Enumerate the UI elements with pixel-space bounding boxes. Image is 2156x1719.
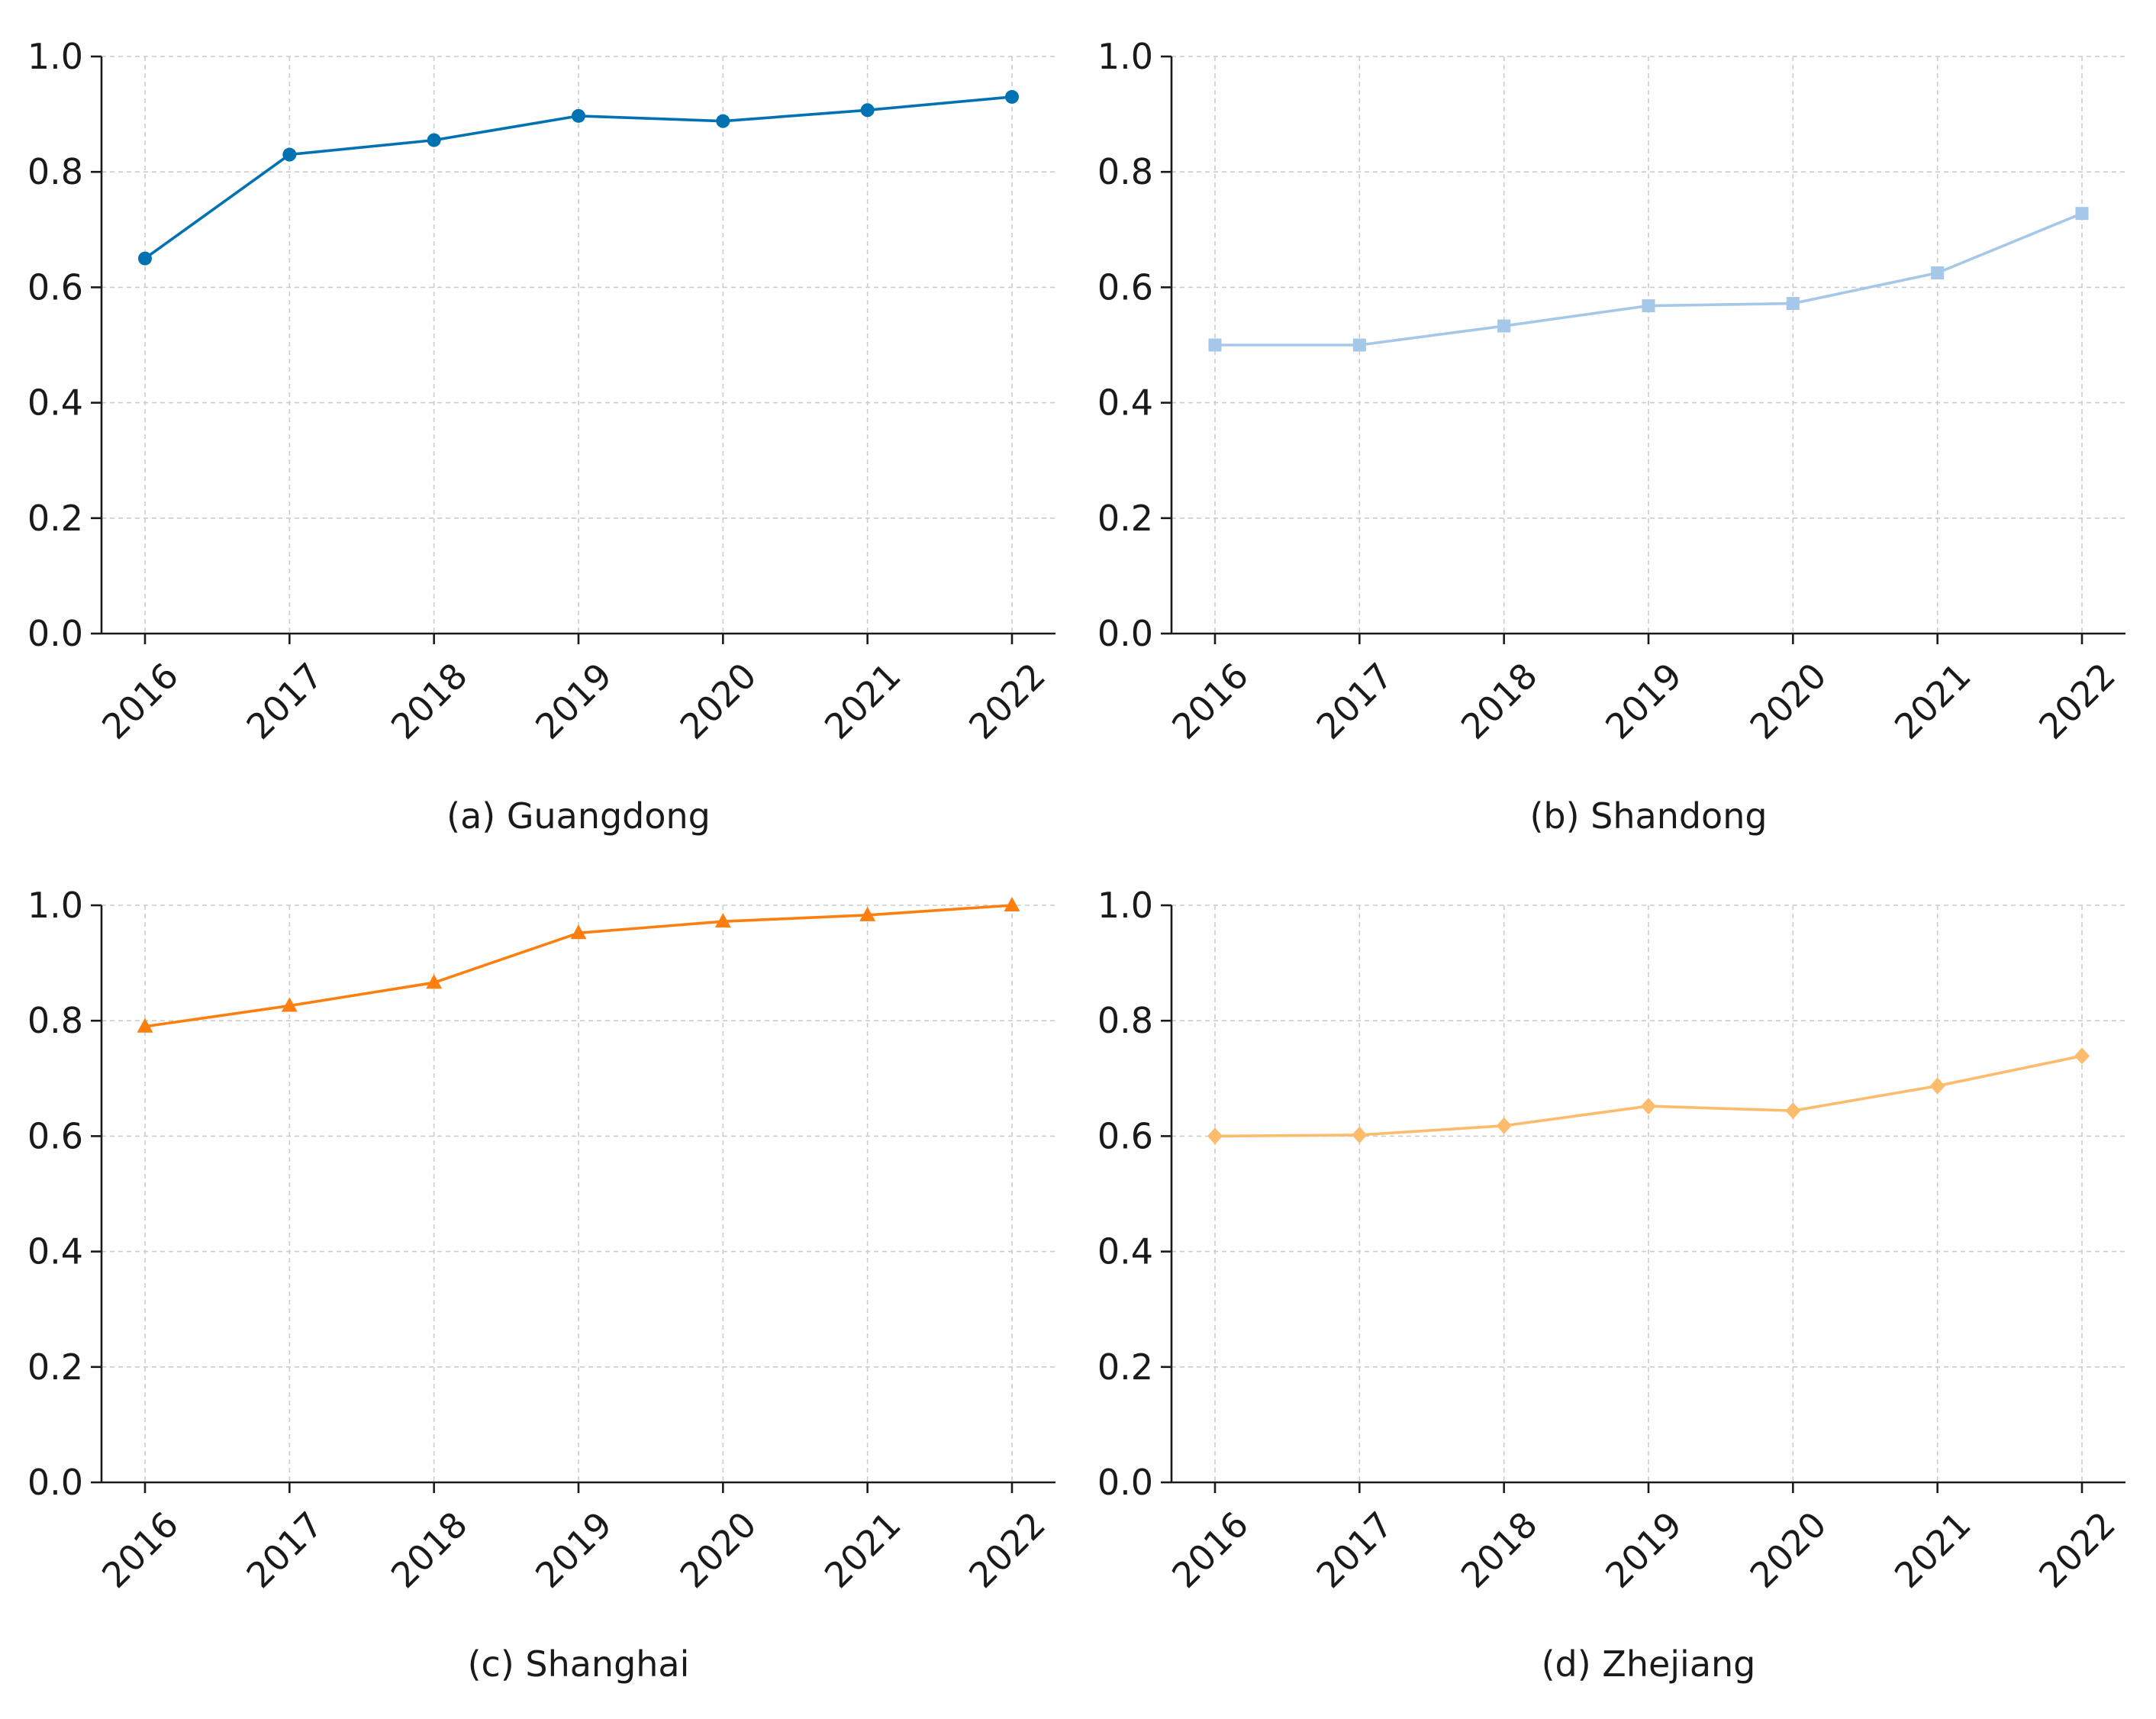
y-tick-label: 0.4 (1097, 382, 1153, 424)
data-point (1352, 1126, 1368, 1143)
data-point (716, 114, 730, 128)
x-tick-label: 2016 (94, 1504, 186, 1596)
y-tick-label: 0.2 (1097, 1346, 1153, 1388)
data-point (2075, 207, 2089, 221)
data-point (714, 913, 731, 928)
x-tick-label: 2016 (1164, 655, 1256, 747)
y-tick-label: 0.4 (27, 382, 83, 424)
x-tick-label: 2021 (1887, 655, 1979, 747)
data-point (1785, 1102, 1801, 1120)
x-tick-label: 2016 (1164, 1504, 1256, 1596)
data-point (860, 103, 875, 118)
x-tick-label: 2020 (672, 1504, 764, 1596)
panel-shandong: 0.0 0.2 0.4 0.6 0.8 1.0 2016 2017 2018 2019 2020 20… (1097, 36, 2125, 837)
data-point (138, 251, 152, 266)
data-point (1642, 299, 1655, 313)
data-point (427, 133, 441, 147)
y-tick-label: 0.8 (27, 1000, 83, 1041)
y-tick-label: 0.6 (27, 266, 83, 308)
x-tick-label: 2021 (817, 1504, 909, 1596)
panel-caption: (a) Guangdong (446, 795, 711, 837)
data-point (426, 974, 443, 989)
y-tick-label: 0.0 (27, 613, 83, 654)
y-tick-label: 0.2 (1097, 498, 1153, 539)
panel-shanghai: 0.0 0.2 0.4 0.6 0.8 1.0 2016 2017 2018 2019 2020 20… (27, 885, 1055, 1685)
x-tick-label: 2017 (238, 655, 330, 747)
x-tick-label: 2018 (383, 655, 475, 747)
y-tick-label: 0.2 (27, 498, 83, 539)
data-point (570, 924, 587, 940)
panel-guangdong: 0.0 0.2 0.4 0.6 0.8 1.0 2016 2017 2018 2019 2020 20… (27, 36, 1055, 837)
x-tick-label: 2016 (94, 655, 186, 747)
data-point (1641, 1098, 1656, 1115)
y-tick-label: 0.6 (1097, 266, 1153, 308)
x-tick-label: 2017 (1308, 1504, 1400, 1596)
data-point (1004, 897, 1020, 911)
data-point (859, 906, 876, 921)
y-tick-label: 1.0 (27, 885, 83, 926)
panel-zhejiang: 0.0 0.2 0.4 0.6 0.8 1.0 2016 2017 2018 2019 2020 20… (1097, 885, 2125, 1685)
x-tick-label: 2022 (961, 655, 1053, 747)
x-tick-label: 2019 (527, 655, 620, 747)
data-point (572, 108, 585, 123)
y-tick-label: 0.0 (1097, 1462, 1153, 1503)
data-point (281, 997, 298, 1012)
data-point (2074, 1047, 2090, 1065)
y-tick-label: 1.0 (1097, 36, 1153, 77)
y-tick-label: 0.0 (1097, 613, 1153, 654)
x-tick-label: 2019 (527, 1504, 620, 1596)
data-point (1497, 319, 1511, 333)
data-point (1786, 297, 1800, 311)
x-tick-label: 2021 (1887, 1504, 1979, 1596)
panel-caption: (b) Shandong (1529, 795, 1767, 837)
x-tick-label: 2020 (672, 655, 764, 747)
y-tick-label: 0.4 (1097, 1231, 1153, 1272)
y-tick-label: 1.0 (27, 36, 83, 77)
x-tick-label: 2017 (238, 1504, 330, 1596)
y-tick-label: 0.4 (27, 1231, 83, 1272)
data-point (1929, 1077, 1945, 1095)
x-tick-label: 2022 (2031, 655, 2123, 747)
panel-caption: (c) Shanghai (468, 1643, 690, 1685)
y-tick-label: 1.0 (1097, 885, 1153, 926)
y-tick-label: 0.6 (1097, 1115, 1153, 1156)
x-tick-label: 2021 (817, 655, 909, 747)
data-point (1352, 338, 1366, 352)
y-tick-label: 0.8 (1097, 151, 1153, 192)
data-point (1931, 266, 1945, 279)
data-point (1208, 338, 1222, 352)
x-tick-label: 2019 (1597, 655, 1690, 747)
x-tick-label: 2020 (1742, 1504, 1834, 1596)
data-point (1496, 1117, 1512, 1134)
data-point (282, 147, 297, 162)
x-tick-label: 2019 (1597, 1504, 1690, 1596)
data-point (137, 1018, 153, 1033)
y-tick-label: 0.6 (27, 1115, 83, 1156)
x-tick-label: 2017 (1308, 655, 1400, 747)
x-tick-label: 2018 (1453, 1504, 1545, 1596)
x-tick-label: 2018 (1453, 655, 1545, 747)
x-tick-label: 2020 (1742, 655, 1834, 747)
data-point (1005, 89, 1019, 104)
data-point (1207, 1127, 1223, 1145)
y-tick-label: 0.0 (27, 1462, 83, 1503)
y-tick-label: 0.2 (27, 1346, 83, 1388)
panel-caption: (d) Zhejiang (1542, 1643, 1756, 1685)
x-tick-label: 2022 (2031, 1504, 2123, 1596)
y-tick-label: 0.8 (27, 151, 83, 192)
x-tick-label: 2022 (961, 1504, 1053, 1596)
x-tick-label: 2018 (383, 1504, 475, 1596)
y-tick-label: 0.8 (1097, 1000, 1153, 1041)
